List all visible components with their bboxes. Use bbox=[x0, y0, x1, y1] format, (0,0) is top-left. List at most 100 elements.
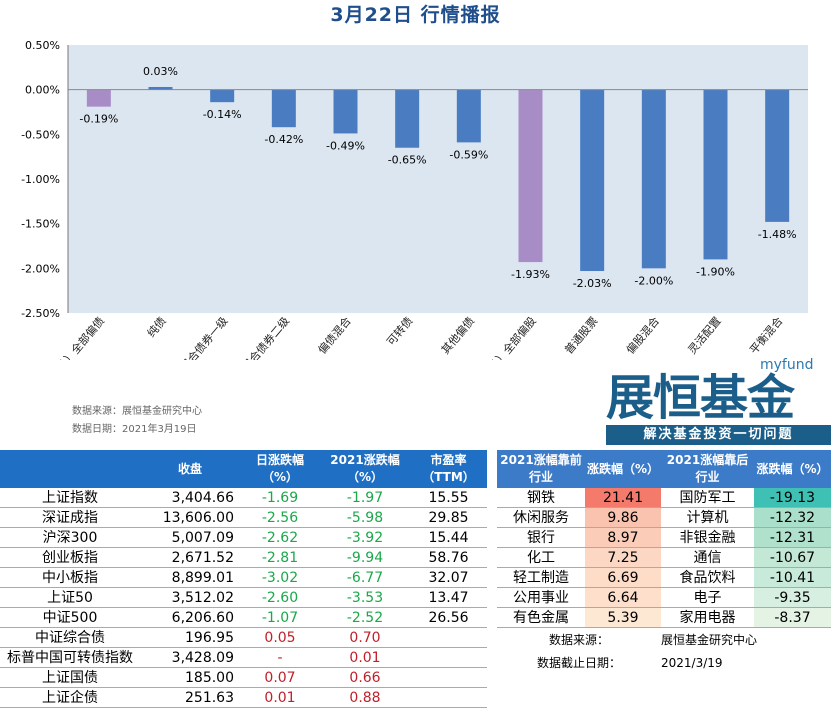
table-cell: 15.55 bbox=[410, 488, 487, 508]
table-cell: 上证指数 bbox=[0, 488, 140, 508]
table-cell: -5.98 bbox=[320, 507, 410, 528]
table-cell: -2.52 bbox=[320, 607, 410, 628]
bar bbox=[580, 89, 605, 272]
footer-value: 展恒基金研究中心 bbox=[661, 632, 758, 647]
table-cell: 7.25 bbox=[585, 547, 661, 568]
table-cell: 电子 bbox=[661, 587, 754, 608]
page-title: 3月22日 行情播报 bbox=[330, 4, 501, 26]
table-cell: 6.69 bbox=[585, 567, 661, 588]
table-cell: -12.31 bbox=[754, 527, 831, 548]
bar bbox=[518, 89, 543, 263]
table-cell: 0.05 bbox=[240, 627, 320, 648]
table-row: 有色金属 5.39 家用电器 -8.37 bbox=[497, 607, 831, 628]
table-cell: 3,428.09 bbox=[140, 647, 240, 668]
table-cell: 公用事业 bbox=[497, 587, 585, 608]
table-row: 上证国债 185.00 0.07 0.66 bbox=[0, 667, 487, 688]
table-row: 上证指数 3,404.66 -1.69 -1.97 15.55 bbox=[0, 488, 487, 508]
table-cell: 13.47 bbox=[410, 587, 487, 608]
x-tick-label: 可转债 bbox=[384, 314, 416, 348]
table-cell: 185.00 bbox=[140, 667, 240, 688]
footer-label: 数据来源： bbox=[548, 632, 609, 647]
bar bbox=[765, 89, 790, 222]
table-cell: 食品饮料 bbox=[661, 567, 754, 588]
table-cell: 0.01 bbox=[240, 687, 320, 708]
bar bbox=[210, 89, 235, 103]
table-cell: -1.97 bbox=[320, 488, 410, 508]
x-tick-label: 其他偏债 bbox=[438, 314, 477, 357]
column-header: 涨跌幅（%） bbox=[585, 450, 661, 488]
table-cell: -9.94 bbox=[320, 547, 410, 568]
table-cell: 深证成指 bbox=[0, 507, 140, 528]
table-cell: 196.95 bbox=[140, 627, 240, 648]
table-cell bbox=[410, 667, 487, 688]
x-tick-label: 灵活配置 bbox=[686, 315, 724, 357]
table-row: 沪深300 5,007.09 -2.62 -3.92 15.44 bbox=[0, 527, 487, 548]
y-tick-label: -0.50% bbox=[21, 128, 60, 141]
data-label: -0.65% bbox=[388, 154, 427, 167]
data-label: -2.00% bbox=[634, 274, 673, 287]
table-cell: 上证国债 bbox=[0, 667, 140, 688]
table-cell: - bbox=[240, 647, 320, 668]
table-row: 深证成指 13,606.00 -2.56 -5.98 29.85 bbox=[0, 507, 487, 528]
x-tick-label: 混合债券二级 bbox=[239, 314, 292, 360]
bar bbox=[641, 89, 666, 269]
logo-slogan: 解决基金投资一切问题 bbox=[606, 425, 831, 445]
data-label: -2.03% bbox=[573, 277, 612, 290]
table-row: 中证500 6,206.60 -1.07 -2.52 26.56 bbox=[0, 607, 487, 628]
table-cell: 6.64 bbox=[585, 587, 661, 608]
bar bbox=[86, 89, 111, 107]
x-tick-label: 偏债混合 bbox=[315, 314, 354, 357]
bar bbox=[271, 89, 296, 128]
data-label: 0.03% bbox=[143, 65, 178, 78]
table-cell: 58.76 bbox=[410, 547, 487, 568]
table-cell: 251.63 bbox=[140, 687, 240, 708]
table-row: 上证50 3,512.02 -2.60 -3.53 13.47 bbox=[0, 587, 487, 608]
table-cell: 标普中国可转债指数 bbox=[0, 647, 140, 668]
bar bbox=[703, 89, 728, 260]
x-tick-label: （总）全部偏股 bbox=[479, 314, 539, 360]
bar bbox=[148, 86, 173, 90]
table-cell: 家用电器 bbox=[661, 607, 754, 628]
column-header: 2021涨幅靠前 行业 bbox=[497, 450, 585, 488]
table-row: 标普中国可转债指数 3,428.09-0.01 bbox=[0, 647, 487, 668]
table-cell: 26.56 bbox=[410, 607, 487, 628]
table-cell: -19.13 bbox=[754, 488, 831, 508]
table-cell: 0.01 bbox=[320, 647, 410, 668]
table-row: 上证企债 251.63 0.01 0.88 bbox=[0, 687, 487, 708]
table-cell: 8,899.01 bbox=[140, 567, 240, 588]
table-cell: -3.02 bbox=[240, 567, 320, 588]
x-tick-label: （总）全部偏债 bbox=[47, 314, 107, 360]
table-cell: 2,671.52 bbox=[140, 547, 240, 568]
table-cell: -8.37 bbox=[754, 607, 831, 628]
table-cell: -2.56 bbox=[240, 507, 320, 528]
table-cell: 沪深300 bbox=[0, 527, 140, 548]
y-tick-label: -2.00% bbox=[21, 262, 60, 275]
table-cell bbox=[410, 627, 487, 648]
table-cell: 国防军工 bbox=[661, 488, 754, 508]
x-tick-label: 普通股票 bbox=[561, 314, 600, 357]
data-source: 数据来源：展恒基金研究中心 bbox=[72, 406, 202, 417]
bar-chart: 0.50% 0.00% -0.50% -1.00% -1.50% -2.00% -2.50%… bbox=[21, 39, 808, 360]
table-cell: 化工 bbox=[497, 547, 585, 568]
table-cell: -2.81 bbox=[240, 547, 320, 568]
industry-table: 2021涨幅靠前 行业 涨跌幅（%） 2021涨幅靠后 行业 涨跌幅（%） 钢铁 21.41 国… bbox=[497, 450, 831, 674]
bar bbox=[456, 89, 481, 143]
table-cell: 通信 bbox=[661, 547, 754, 568]
table-cell: 有色金属 bbox=[497, 607, 585, 628]
table-cell: 32.07 bbox=[410, 567, 487, 588]
table-row: 休闲服务 9.86 计算机 -12.32 bbox=[497, 507, 831, 528]
data-date: 数据日期：2021年3月19日 bbox=[72, 424, 197, 435]
table-cell: 中小板指 bbox=[0, 567, 140, 588]
x-tick-label: 纯债 bbox=[144, 314, 169, 340]
table-cell: 8.97 bbox=[585, 527, 661, 548]
table-cell: 休闲服务 bbox=[497, 507, 585, 528]
y-tick-label: -1.00% bbox=[21, 173, 60, 186]
data-label: -0.42% bbox=[264, 133, 303, 146]
y-tick-label: 0.50% bbox=[25, 39, 60, 52]
logo: 展恒基金 bbox=[606, 370, 795, 426]
bar bbox=[395, 89, 420, 148]
table-row: 化工 7.25 通信 -10.67 bbox=[497, 547, 831, 568]
y-tick-label: 0.00% bbox=[25, 84, 60, 97]
footer-row: 数据截止日期： 2021/3/19 bbox=[497, 651, 831, 674]
data-label: -0.14% bbox=[203, 108, 242, 121]
